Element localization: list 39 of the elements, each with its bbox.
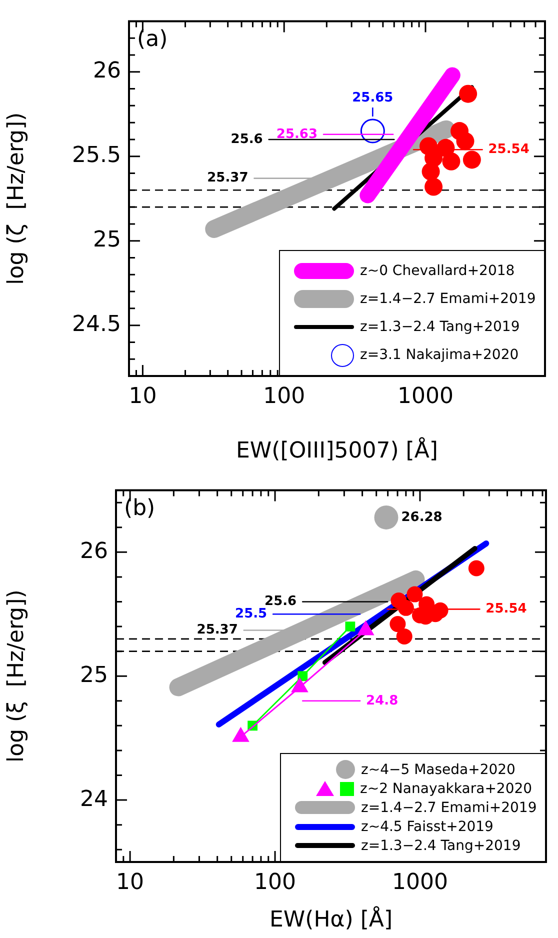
data-label: 24.8: [366, 693, 398, 708]
legend-label: z~0 Chevallard+2018: [360, 263, 515, 279]
y-tick-label: 25: [93, 228, 121, 253]
data-label: 25.6: [230, 132, 263, 147]
y-tick-label: 24.5: [72, 312, 121, 338]
y-tick-label: 24: [80, 786, 108, 812]
y-axis-title: log (ζ [Hz/erg]): [4, 112, 29, 285]
x-tick-label: 1000: [398, 384, 454, 409]
x-tick-label: 10: [116, 870, 144, 895]
y-tick-label: 26: [93, 58, 121, 84]
y-axis-title: log (ξ [Hz/erg]): [4, 590, 29, 762]
data-label: 25.5: [235, 606, 268, 622]
x-axis-title: EW(Hα) [Å]: [269, 906, 393, 933]
legend-label: z=1.3−2.4 Tang+2019: [361, 838, 521, 854]
legend-label: z~2 Nanayakkara+2020: [360, 780, 532, 796]
x-axis-title: EW([OIII]5007) [Å]: [236, 436, 438, 464]
y-tick-label: 26: [80, 538, 108, 564]
data-label: 25.37: [207, 170, 248, 186]
y-tick-label: 25: [80, 662, 108, 688]
legend-label: z=1.4−2.7 Emami+2019: [360, 291, 536, 307]
data-label: 25.65: [352, 90, 394, 106]
legend-label: z=1.4−2.7 Emami+2019: [361, 800, 537, 816]
x-tick-label: 100: [254, 870, 296, 895]
data-label: 25.54: [486, 602, 527, 617]
x-tick-label: 10: [128, 384, 157, 409]
data-label: 25.37: [196, 622, 238, 638]
legend-label: z~4.5 Faisst+2019: [361, 818, 494, 834]
x-tick-label: 100: [263, 384, 306, 409]
data-label: 25.54: [488, 142, 530, 157]
data-label: 25.6: [264, 594, 297, 610]
data-label: 26.28: [401, 510, 442, 525]
legend-label: z=1.3−2.4 Tang+2019: [360, 319, 520, 335]
legend-label: z=3.1 Nakajima+2020: [360, 347, 519, 363]
chart-title: (a): [137, 26, 168, 52]
data-label: 25.63: [276, 126, 318, 142]
y-tick-label: 25.5: [72, 143, 121, 168]
x-tick-label: 1000: [392, 870, 448, 895]
chart-title: (b): [124, 496, 156, 521]
legend-label: z~4−5 Maseda+2020: [361, 762, 516, 778]
